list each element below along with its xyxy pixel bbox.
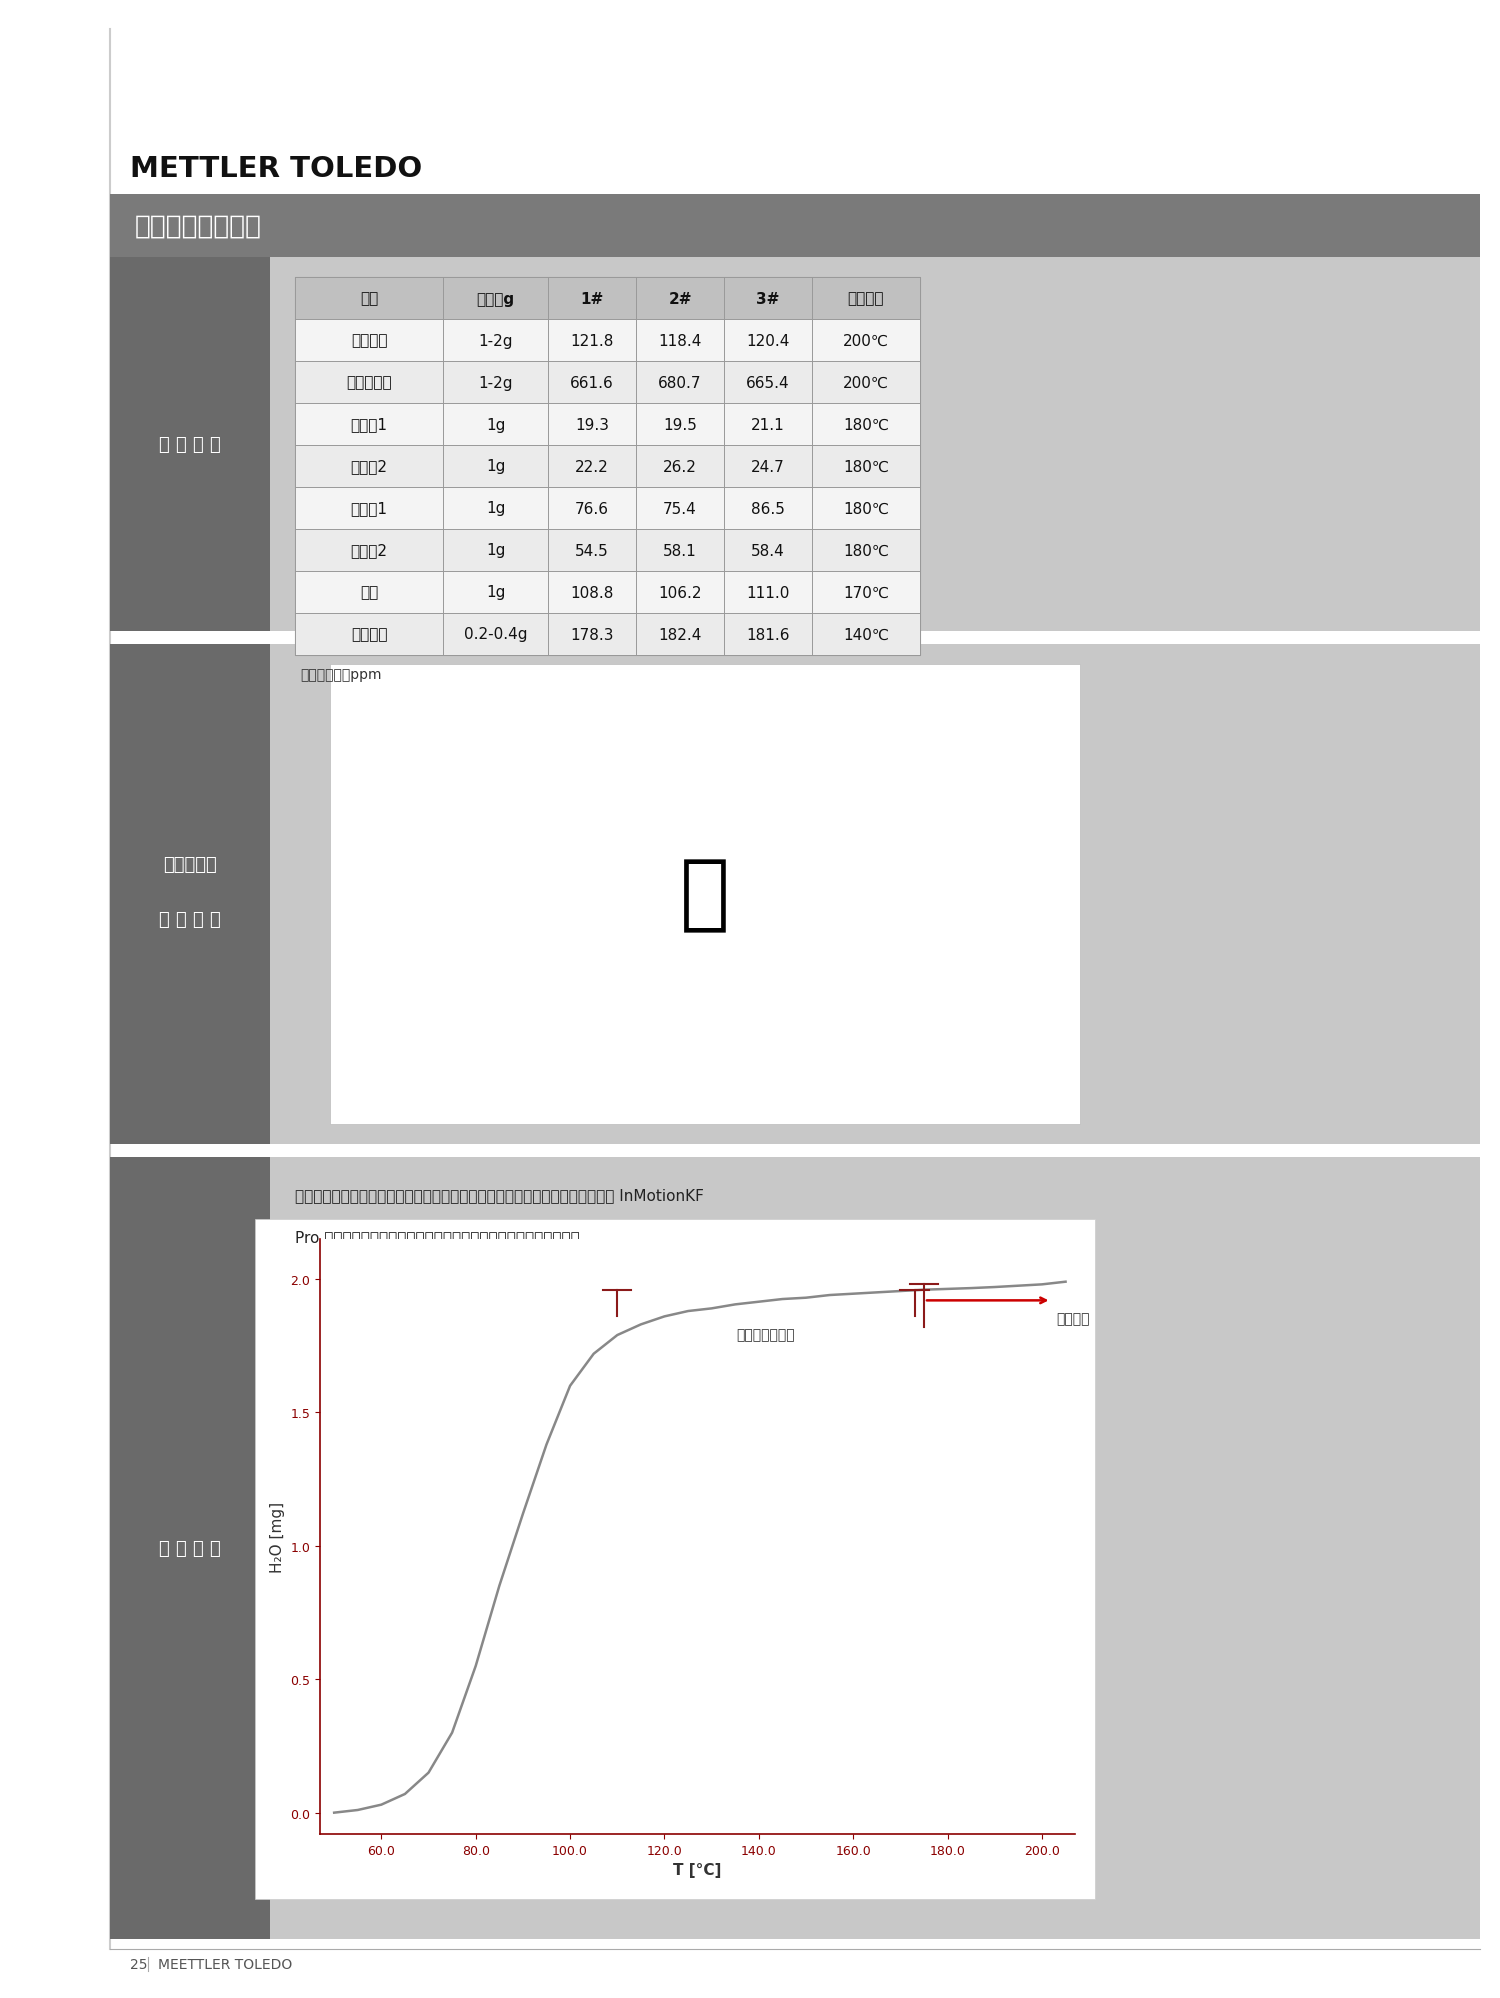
Text: 180℃: 180℃ [843, 418, 890, 432]
Text: 680.7: 680.7 [658, 376, 702, 390]
Text: 1g: 1g [486, 418, 506, 432]
Text: 180℃: 180℃ [843, 501, 890, 515]
Text: 降解温度: 降解温度 [1056, 1311, 1089, 1325]
Text: 118.4: 118.4 [658, 334, 702, 348]
Text: 120.4: 120.4 [747, 334, 789, 348]
FancyBboxPatch shape [110, 258, 1480, 631]
Text: Pro 的温度扫描功能能够非常方便快捷的选择样品适用的加热温度。: Pro 的温度扫描功能能够非常方便快捷的选择样品适用的加热温度。 [296, 1229, 579, 1245]
Text: 76.6: 76.6 [574, 501, 609, 515]
Text: 温 度 开 发: 温 度 开 发 [159, 1538, 220, 1556]
Text: 58.4: 58.4 [752, 543, 784, 557]
FancyBboxPatch shape [110, 1157, 270, 1938]
Text: 某三元材料: 某三元材料 [346, 376, 392, 390]
Text: 181.6: 181.6 [747, 627, 789, 641]
Text: 25: 25 [130, 1956, 147, 1970]
Text: 电池隔膜: 电池隔膜 [351, 627, 387, 641]
Text: 加热炉法水分测定: 加热炉法水分测定 [135, 214, 262, 240]
FancyBboxPatch shape [296, 446, 920, 488]
Text: 108.8: 108.8 [570, 585, 614, 599]
Text: 样品: 样品 [360, 292, 378, 306]
FancyBboxPatch shape [296, 529, 920, 571]
Text: 含水量单位：ppm: 含水量单位：ppm [300, 667, 381, 681]
Text: 178.3: 178.3 [570, 627, 614, 641]
Text: 负极片1: 负极片1 [351, 501, 387, 515]
X-axis label: T [°C]: T [°C] [674, 1862, 722, 1878]
Text: 200℃: 200℃ [843, 334, 890, 348]
Text: 58.1: 58.1 [663, 543, 698, 557]
Text: 1-2g: 1-2g [478, 376, 513, 390]
FancyBboxPatch shape [296, 278, 920, 655]
Text: 正极片2: 正极片2 [351, 460, 387, 474]
FancyBboxPatch shape [296, 571, 920, 613]
Text: 相 关 数 据: 相 关 数 据 [159, 436, 220, 454]
FancyBboxPatch shape [110, 645, 270, 1145]
FancyBboxPatch shape [296, 613, 920, 655]
Text: 滴定仪扩展: 滴定仪扩展 [164, 855, 218, 873]
FancyBboxPatch shape [330, 665, 1080, 1125]
FancyBboxPatch shape [110, 1157, 1480, 1938]
Text: 样品量g: 样品量g [477, 292, 514, 306]
Text: 661.6: 661.6 [570, 376, 614, 390]
Text: 200℃: 200℃ [843, 376, 890, 390]
Text: 1g: 1g [486, 585, 506, 599]
Text: 1g: 1g [486, 501, 506, 515]
Text: 不同配方，不同性质的样品，耐受温度不同，水分的释放温度也有所差别。使用 InMotionKF: 不同配方，不同性质的样品，耐受温度不同，水分的释放温度也有所差别。使用 InMo… [296, 1187, 704, 1203]
Text: 180℃: 180℃ [843, 543, 890, 557]
Text: 21.1: 21.1 [752, 418, 784, 432]
Text: 665.4: 665.4 [746, 376, 790, 390]
FancyBboxPatch shape [110, 196, 1480, 258]
Text: 86.5: 86.5 [752, 501, 784, 515]
Text: 140℃: 140℃ [843, 627, 890, 641]
FancyBboxPatch shape [296, 320, 920, 362]
Text: 19.5: 19.5 [663, 418, 698, 432]
Text: 测试温度: 测试温度 [847, 292, 885, 306]
FancyBboxPatch shape [296, 278, 920, 320]
Text: MEETTLER TOLEDO: MEETTLER TOLEDO [158, 1956, 292, 1970]
Text: 正极片1: 正极片1 [351, 418, 387, 432]
FancyBboxPatch shape [255, 1219, 1095, 1898]
Text: 170℃: 170℃ [843, 585, 890, 599]
Text: 合适的加热温度: 合适的加热温度 [736, 1327, 795, 1341]
Text: 负极片2: 负极片2 [351, 543, 387, 557]
Text: 75.4: 75.4 [663, 501, 698, 515]
Text: METTLER TOLEDO: METTLER TOLEDO [130, 156, 423, 184]
Text: 180℃: 180℃ [843, 460, 890, 474]
FancyBboxPatch shape [110, 258, 270, 631]
Text: 182.4: 182.4 [658, 627, 702, 641]
Text: 26.2: 26.2 [663, 460, 698, 474]
FancyBboxPatch shape [110, 645, 1480, 1145]
Text: 电芯: 电芯 [360, 585, 378, 599]
FancyBboxPatch shape [296, 362, 920, 404]
Y-axis label: H₂O [mg]: H₂O [mg] [270, 1500, 285, 1572]
Text: 106.2: 106.2 [658, 585, 702, 599]
Text: 24.7: 24.7 [752, 460, 784, 474]
Text: 0.2-0.4g: 0.2-0.4g [464, 627, 528, 641]
Text: 1#: 1# [580, 292, 603, 306]
Text: 磷酸铁锂: 磷酸铁锂 [351, 334, 387, 348]
Text: 1g: 1g [486, 543, 506, 557]
Text: 54.5: 54.5 [574, 543, 609, 557]
Text: 19.3: 19.3 [574, 418, 609, 432]
FancyBboxPatch shape [296, 404, 920, 446]
Text: 22.2: 22.2 [574, 460, 609, 474]
Text: 🔬: 🔬 [680, 853, 730, 935]
FancyBboxPatch shape [296, 488, 920, 529]
Text: 1g: 1g [486, 460, 506, 474]
Text: 水 分 测 定: 水 分 测 定 [159, 911, 220, 929]
Text: 1-2g: 1-2g [478, 334, 513, 348]
Text: 3#: 3# [756, 292, 780, 306]
Text: 111.0: 111.0 [747, 585, 789, 599]
Text: 121.8: 121.8 [570, 334, 614, 348]
Text: 2#: 2# [669, 292, 692, 306]
